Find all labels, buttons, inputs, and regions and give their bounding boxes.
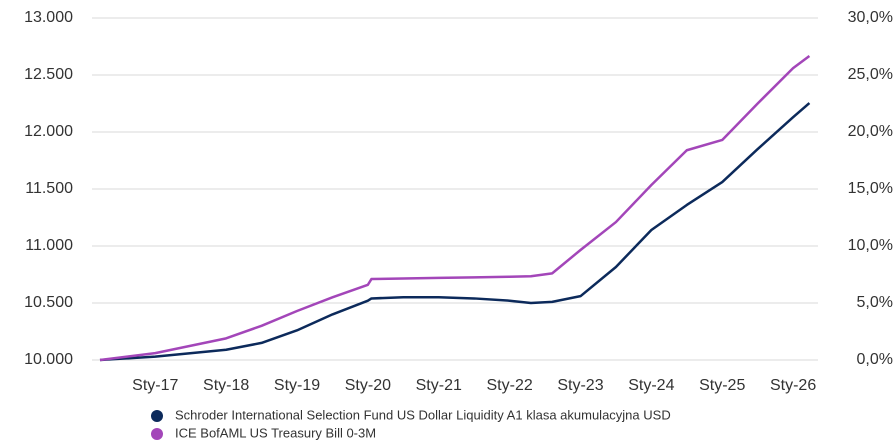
y-tick-label: 13.000 [24,9,73,26]
y-tick-label: 11.000 [25,237,73,254]
y-tick-label: 12.000 [24,123,73,140]
x-tick-label: Sty-17 [132,377,178,394]
y-tick-label: 10.000 [24,351,73,368]
legend-marker [151,410,163,422]
x-tick-label: Sty-24 [628,377,674,394]
x-tick-label: Sty-20 [345,377,391,394]
x-tick-label: Sty-21 [416,377,462,394]
y-tick-label: 11.500 [25,180,73,197]
x-tick-label: Sty-22 [487,377,533,394]
series-line [99,54,811,362]
legend-label: Schroder International Selection Fund US… [175,407,671,422]
x-tick-label: Sty-26 [770,377,816,394]
y2-tick-label: 30,0% [848,9,893,26]
x-tick-label: Sty-19 [274,377,320,394]
y-tick-label: 10.500 [24,294,73,311]
legend-marker [151,428,163,440]
series-line [99,102,811,362]
y2-tick-label: 20,0% [848,123,893,140]
y2-tick-label: 5,0% [857,294,893,311]
legend-label: ICE BofAML US Treasury Bill 0-3M [175,425,376,440]
y-tick-label: 12.500 [24,66,73,83]
y2-tick-label: 25,0% [848,66,893,83]
y2-tick-label: 10,0% [848,237,893,254]
x-tick-label: Sty-18 [203,377,249,394]
x-tick-label: Sty-23 [557,377,603,394]
y2-tick-label: 15,0% [848,180,893,197]
x-tick-label: Sty-25 [699,377,745,394]
y2-tick-label: 0,0% [857,351,893,368]
